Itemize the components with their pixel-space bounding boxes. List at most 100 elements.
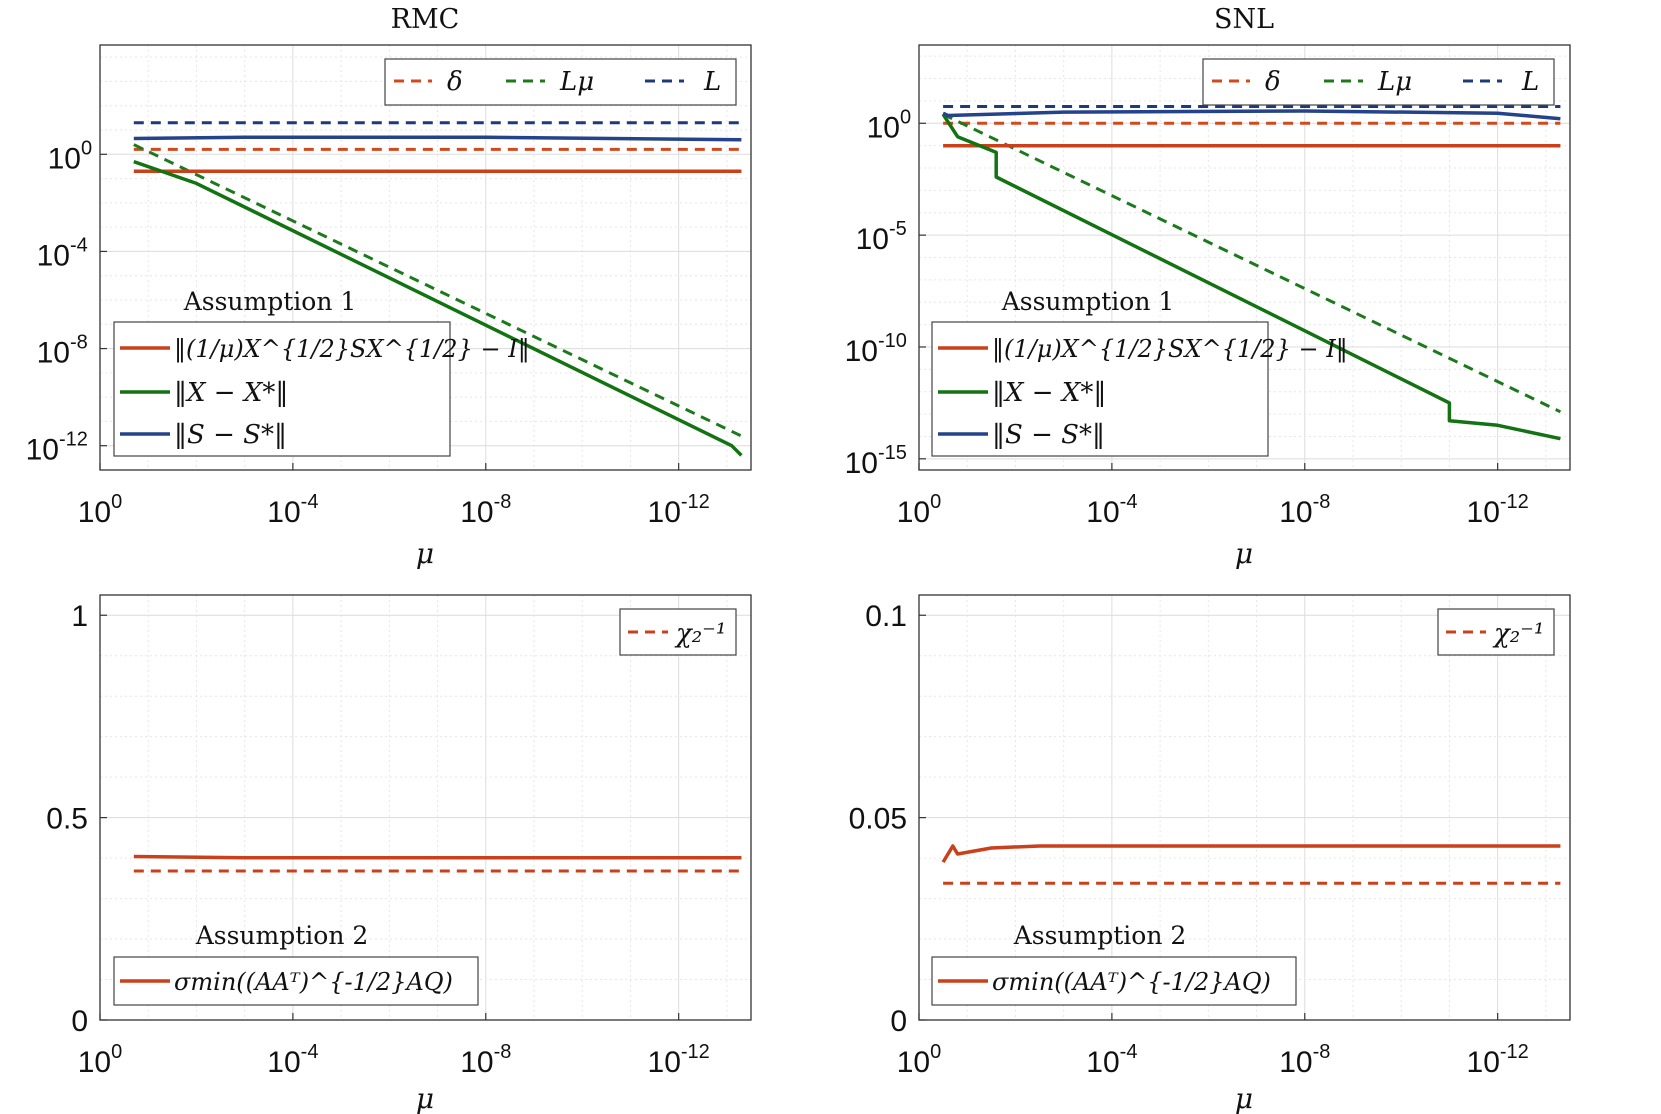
legend-title: Assumption 2 [195, 921, 369, 950]
x-tick-label: 10-12 [648, 491, 710, 529]
legend-bottom: Assumption 2 σmin((AAᵀ)^{-1/2}AQ) [931, 921, 1297, 1006]
x-axis-label: μ [416, 1082, 434, 1114]
legend-frame [384, 58, 737, 106]
x-tick-label: 10-8 [460, 491, 511, 529]
series-line-4 [133, 159, 743, 457]
series-line-1 [941, 844, 1561, 864]
y-tick-label: 0.05 [849, 803, 907, 836]
legend-frame [1202, 58, 1555, 106]
y-tick-label: 0.1 [865, 600, 907, 633]
x-tick-labels: 100 10-4 10-8 10-12 [897, 1013, 1529, 1079]
plot-lines [133, 121, 743, 457]
x-tick-label: 10-12 [1467, 491, 1529, 529]
legend-label-l: L [1521, 67, 1539, 97]
grid [99, 595, 751, 1021]
legend-label-central: ‖(1/μ)X^{1/2}SX^{1/2} − I‖ [992, 335, 1348, 364]
y-tick-label: 0 [71, 1005, 88, 1038]
legend-label-l: L [703, 67, 721, 97]
legend-label-lmu: Lμ [1377, 67, 1412, 97]
x-tick-label: 10-8 [460, 1041, 511, 1079]
legend-top: χ₂⁻¹ [1437, 608, 1555, 656]
legend-label-s-error: ‖S − S*‖ [992, 420, 1105, 450]
series-line-1 [942, 112, 1562, 414]
panel-title: RMC [391, 4, 460, 35]
y-tick-exponent: -5 [889, 218, 907, 240]
grid [918, 595, 1570, 1021]
x-tick-label: 100 [78, 491, 123, 529]
plot-lines [941, 105, 1562, 441]
legend-title: Assumption 1 [183, 287, 357, 316]
legend-frame [931, 956, 1297, 1006]
legend-label-central: ‖(1/μ)X^{1/2}SX^{1/2} − I‖ [174, 335, 530, 364]
x-tick-labels: 100 10-4 10-8 10-12 [897, 463, 1529, 529]
y-tick-label: 10 [867, 111, 900, 144]
series-line-1 [133, 143, 743, 438]
legend-label-delta: δ [447, 67, 463, 97]
assumption2-left-panel: 00.51 100 10-4 10-8 10-12 μ χ₂⁻¹ Assumption… [46, 594, 752, 1114]
x-tick-labels: 100 10-4 10-8 10-12 [78, 463, 710, 529]
y-tick-exponent: 0 [900, 106, 911, 128]
legend-title: Assumption 2 [1013, 921, 1187, 950]
y-tick-exponent: -8 [70, 332, 88, 354]
y-tick-exponent: -10 [878, 330, 907, 352]
series-line-4 [941, 113, 1561, 441]
legend-frame [1437, 608, 1555, 656]
y-tick-labels: 0 0.05 0.1 [849, 600, 926, 1038]
y-tick-label: 0 [890, 1005, 907, 1038]
x-axis-label: μ [1235, 537, 1253, 570]
legend-bottom: Assumption 2 σmin((AAᵀ)^{-1/2}AQ) [113, 921, 479, 1006]
plot-lines [133, 854, 742, 873]
assumption2-right-panel: 0 0.05 0.1 100 10-4 10-8 10-12 μ χ₂⁻¹ Assumpt… [849, 594, 1571, 1114]
legend-label-delta: δ [1265, 67, 1281, 97]
legend-bottom: Assumption 1 ‖(1/μ)X^{1/2}SX^{1/2} − I‖ … [931, 287, 1348, 457]
y-tick-label: 10 [48, 142, 81, 175]
x-tick-label: 10-4 [267, 1041, 318, 1079]
y-tick-label: 10 [26, 434, 59, 467]
x-tick-label: 10-4 [267, 491, 318, 529]
panel-title: SNL [1214, 4, 1274, 35]
y-tick-label: 10 [845, 335, 878, 368]
x-tick-label: 10-8 [1279, 491, 1330, 529]
legend-label-chi: χ₂⁻¹ [674, 619, 726, 649]
x-tick-label: 10-4 [1086, 1041, 1137, 1079]
x-tick-label: 100 [897, 1041, 942, 1079]
legend-label-x-error: ‖X − X*‖ [992, 378, 1106, 408]
y-tick-exponent: -15 [878, 442, 907, 464]
series-line-5 [942, 109, 1561, 121]
legend-bottom: Assumption 1 ‖(1/μ)X^{1/2}SX^{1/2} − I‖ … [113, 287, 530, 457]
y-tick-exponent: -12 [59, 429, 88, 451]
legend-label-lmu: Lμ [559, 67, 594, 97]
x-axis-label: μ [416, 537, 434, 570]
x-tick-label: 10-4 [1086, 491, 1137, 529]
plot-frame [918, 44, 1571, 471]
legend-frame [619, 608, 737, 656]
legend-label-chi: χ₂⁻¹ [1492, 619, 1544, 649]
legend-top: δ Lμ L [1202, 58, 1555, 106]
y-tick-label: 10 [856, 223, 889, 256]
x-tick-label: 10-12 [1467, 1041, 1529, 1079]
x-tick-label: 10-12 [648, 1041, 710, 1079]
y-tick-labels: 00.51 [46, 600, 107, 1038]
plot-lines [941, 844, 1561, 885]
legend-label-sigma: σmin((AAᵀ)^{-1/2}AQ) [992, 968, 1271, 996]
y-tick-label: 10 [37, 239, 70, 272]
legend-label-s-error: ‖S − S*‖ [174, 420, 287, 450]
x-tick-label: 10-8 [1279, 1041, 1330, 1079]
y-tick-label: 10 [845, 447, 878, 480]
plot-frame [99, 594, 752, 1021]
y-tick-label: 10 [37, 337, 70, 370]
legend-frame [113, 956, 479, 1006]
legend-top: χ₂⁻¹ [619, 608, 737, 656]
legend-label-x-error: ‖X − X*‖ [174, 378, 288, 408]
legend-top: δ Lμ L [384, 58, 737, 106]
y-tick-exponent: -4 [70, 234, 88, 256]
x-axis-label: μ [1235, 1082, 1253, 1114]
x-tick-label: 100 [78, 1041, 123, 1079]
y-tick-label: 1 [71, 600, 88, 633]
plot-frame [918, 594, 1571, 1021]
